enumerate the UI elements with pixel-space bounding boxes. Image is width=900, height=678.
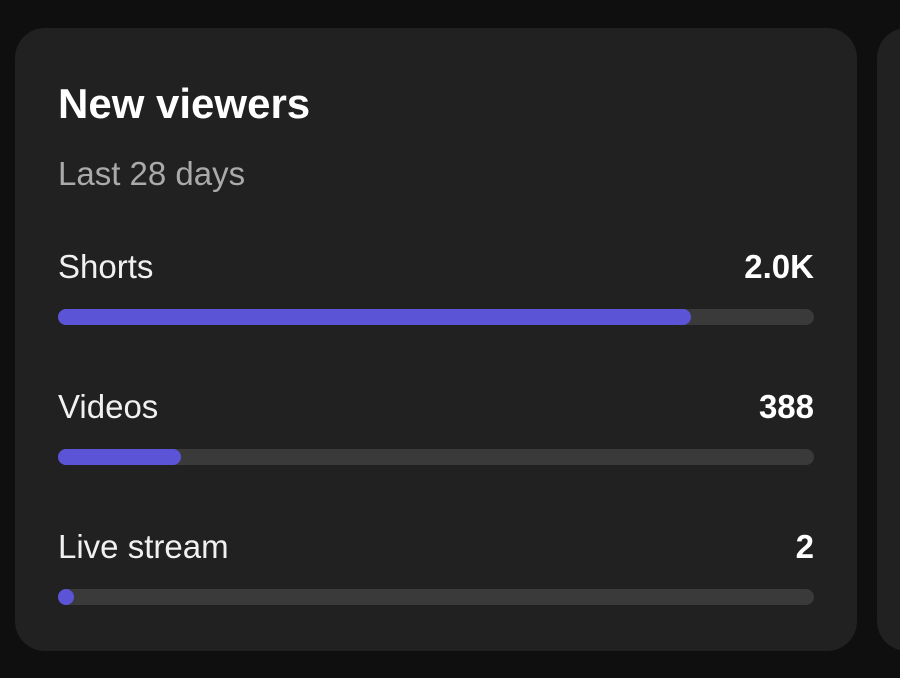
card-title: New viewers <box>58 80 311 127</box>
next-card <box>877 28 900 651</box>
bar-fill <box>58 589 74 605</box>
bar-track <box>58 589 814 605</box>
metric-row: Shorts 2.0K <box>58 248 814 348</box>
card: New viewers Last 28 days Shorts 2.0K Video… <box>15 28 857 651</box>
metric-label: Live stream <box>58 528 229 565</box>
metric-label: Videos <box>58 388 159 425</box>
card-subtitle: Last 28 days <box>58 155 246 192</box>
metric-label: Shorts <box>58 248 154 285</box>
metric-row: Live stream 2 <box>58 528 814 628</box>
bar-track <box>58 449 814 465</box>
metric-value: 2 <box>795 528 814 565</box>
metric-value: 2.0K <box>744 248 814 285</box>
metric-value: 388 <box>758 388 814 425</box>
metric-row: Videos 388 <box>58 388 814 488</box>
bar-fill <box>58 449 181 465</box>
bar-fill <box>58 309 691 325</box>
bar-track <box>58 309 814 325</box>
